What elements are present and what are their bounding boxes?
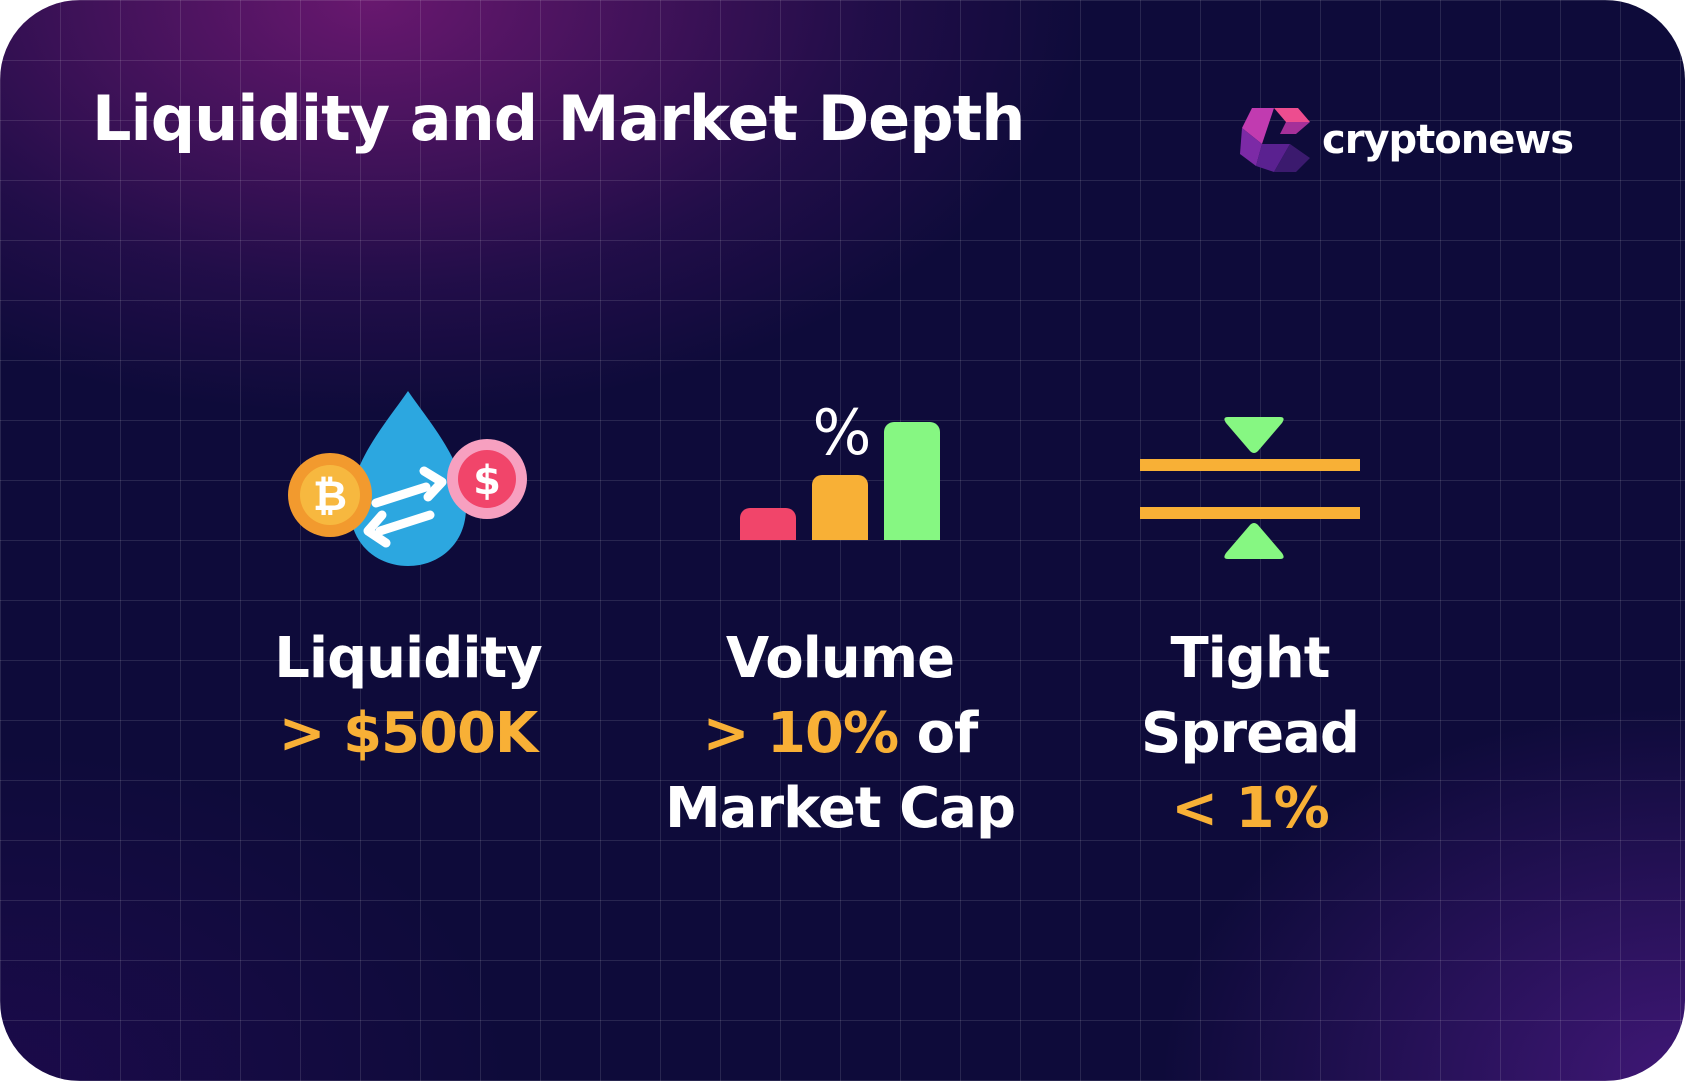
metric-spread: Tight Spread < 1% bbox=[1040, 370, 1460, 846]
bitcoin-symbol: ₿ bbox=[313, 471, 347, 520]
spread-label-line2: Spread bbox=[1141, 701, 1360, 766]
page-title: Liquidity and Market Depth bbox=[92, 82, 1025, 155]
liquidity-label: Liquidity bbox=[274, 626, 543, 691]
volume-text: Volume > 10% of Market Cap bbox=[630, 621, 1050, 846]
tight-spread-icon bbox=[1140, 416, 1360, 559]
dollar-symbol: $ bbox=[473, 458, 501, 504]
liquidity-value: > $500K bbox=[278, 701, 539, 766]
cryptonews-logo-icon bbox=[1240, 108, 1310, 172]
spread-label-line1: Tight bbox=[1170, 626, 1330, 691]
liquidity-drop-coins-icon: ₿ $ bbox=[288, 390, 527, 566]
volume-value-line: > 10% of bbox=[630, 696, 1050, 771]
brand-name: cryptonews bbox=[1322, 117, 1574, 163]
metric-volume: % Volume > 10% of Market Cap bbox=[630, 370, 1050, 846]
brand: cryptonews bbox=[1234, 98, 1574, 182]
volume-suffix: of bbox=[916, 701, 979, 766]
metric-liquidity: ₿ $ Liquidity > $500K bbox=[198, 370, 618, 771]
spread-text: Tight Spread < 1% bbox=[1040, 621, 1460, 846]
volume-bar-chart-percent-icon: % bbox=[740, 398, 940, 540]
liquidity-text: Liquidity > $500K bbox=[198, 621, 618, 771]
spread-value: < 1% bbox=[1171, 776, 1330, 841]
liquidity-icon-wrap: ₿ $ bbox=[198, 370, 618, 585]
volume-value: > 10% bbox=[702, 701, 899, 766]
volume-icon-wrap: % bbox=[630, 370, 1050, 585]
volume-label: Volume bbox=[725, 626, 955, 691]
spread-icon-wrap bbox=[1040, 370, 1460, 585]
percent-symbol: % bbox=[813, 398, 872, 469]
volume-market-cap: Market Cap bbox=[664, 776, 1016, 841]
